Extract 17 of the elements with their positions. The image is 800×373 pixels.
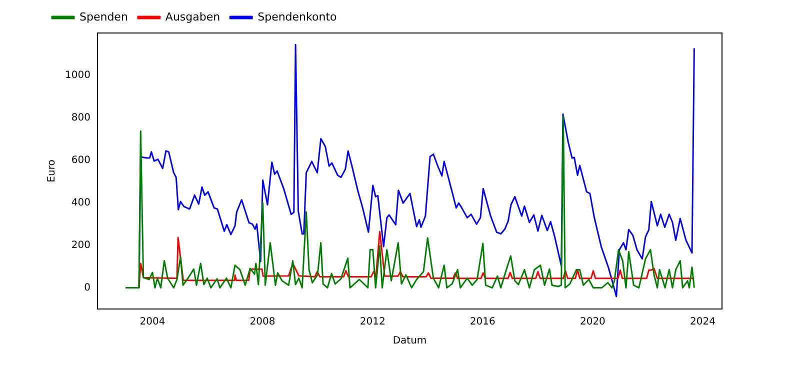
y-tick-label: 800 [71,112,90,124]
x-tick-label: 2020 [580,316,606,328]
legend-label: Ausgaben [165,10,220,24]
y-tick-label: 200 [71,240,90,251]
x-axis-title: Datum [392,336,427,347]
y-tick-label: 1000 [64,70,90,82]
x-tick-label: 2008 [250,316,276,328]
y-axis-title: Euro [46,160,58,182]
x-tick-label: 2024 [690,316,716,328]
legend-label: Spenden [80,10,128,24]
legend-label: Spendenkonto [258,10,338,24]
y-tick-label: 600 [71,154,90,166]
x-tick-label: 2012 [360,316,386,328]
y-tick-label: 0 [84,282,90,294]
x-tick-label: 2016 [470,316,496,328]
x-tick-label: 2004 [140,316,166,328]
y-tick-label: 400 [71,197,90,208]
